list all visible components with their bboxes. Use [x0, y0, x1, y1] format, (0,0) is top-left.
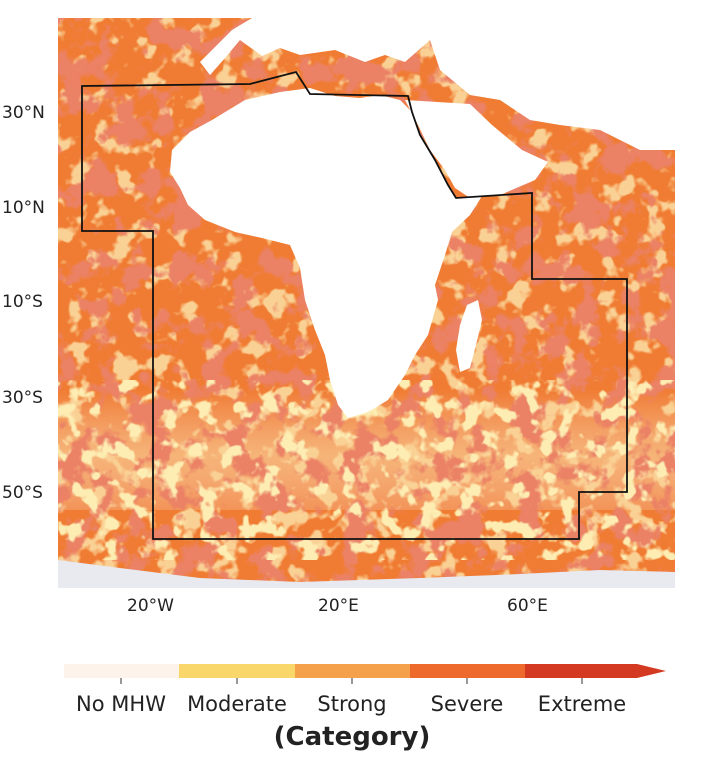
category-label: Strong	[317, 692, 386, 716]
category-colorbar: No MHW Moderate Strong Severe Extreme (C…	[64, 664, 666, 752]
lon-label: 20°W	[127, 596, 174, 616]
antarctic-sea-ice	[58, 560, 675, 588]
lat-label: 10°S	[2, 292, 43, 312]
lon-label: 20°E	[318, 596, 359, 616]
category-label: Moderate	[187, 692, 287, 716]
latitude-axis: 30°N 10°N 10°S 30°S 50°S	[2, 103, 45, 503]
colorbar-segment-severe	[410, 664, 525, 678]
colorbar-segment-moderate	[179, 664, 295, 678]
colorbar-segment-strong	[295, 664, 410, 678]
arabia-land	[405, 100, 548, 198]
category-label: Extreme	[538, 692, 626, 716]
lon-label: 60°E	[507, 596, 548, 616]
madagascar-land	[456, 300, 482, 372]
study-domain-boundary	[81, 70, 628, 540]
colorbar-segment-extreme	[525, 664, 637, 678]
lat-label: 30°N	[2, 103, 45, 123]
category-label: Severe	[431, 692, 504, 716]
africa-land	[170, 88, 482, 418]
longitude-axis: 20°W 20°E 60°E	[127, 596, 548, 616]
lat-label: 30°S	[2, 388, 43, 408]
lat-label: 50°S	[2, 483, 43, 503]
lat-label: 10°N	[2, 198, 45, 218]
map-panel	[58, 18, 675, 588]
category-label: No MHW	[76, 692, 166, 716]
europe-land	[200, 18, 675, 150]
legend-title: (Category)	[274, 722, 431, 752]
colorbar-extend-arrow	[637, 664, 666, 678]
colorbar-segment-no-mhw	[64, 664, 179, 678]
